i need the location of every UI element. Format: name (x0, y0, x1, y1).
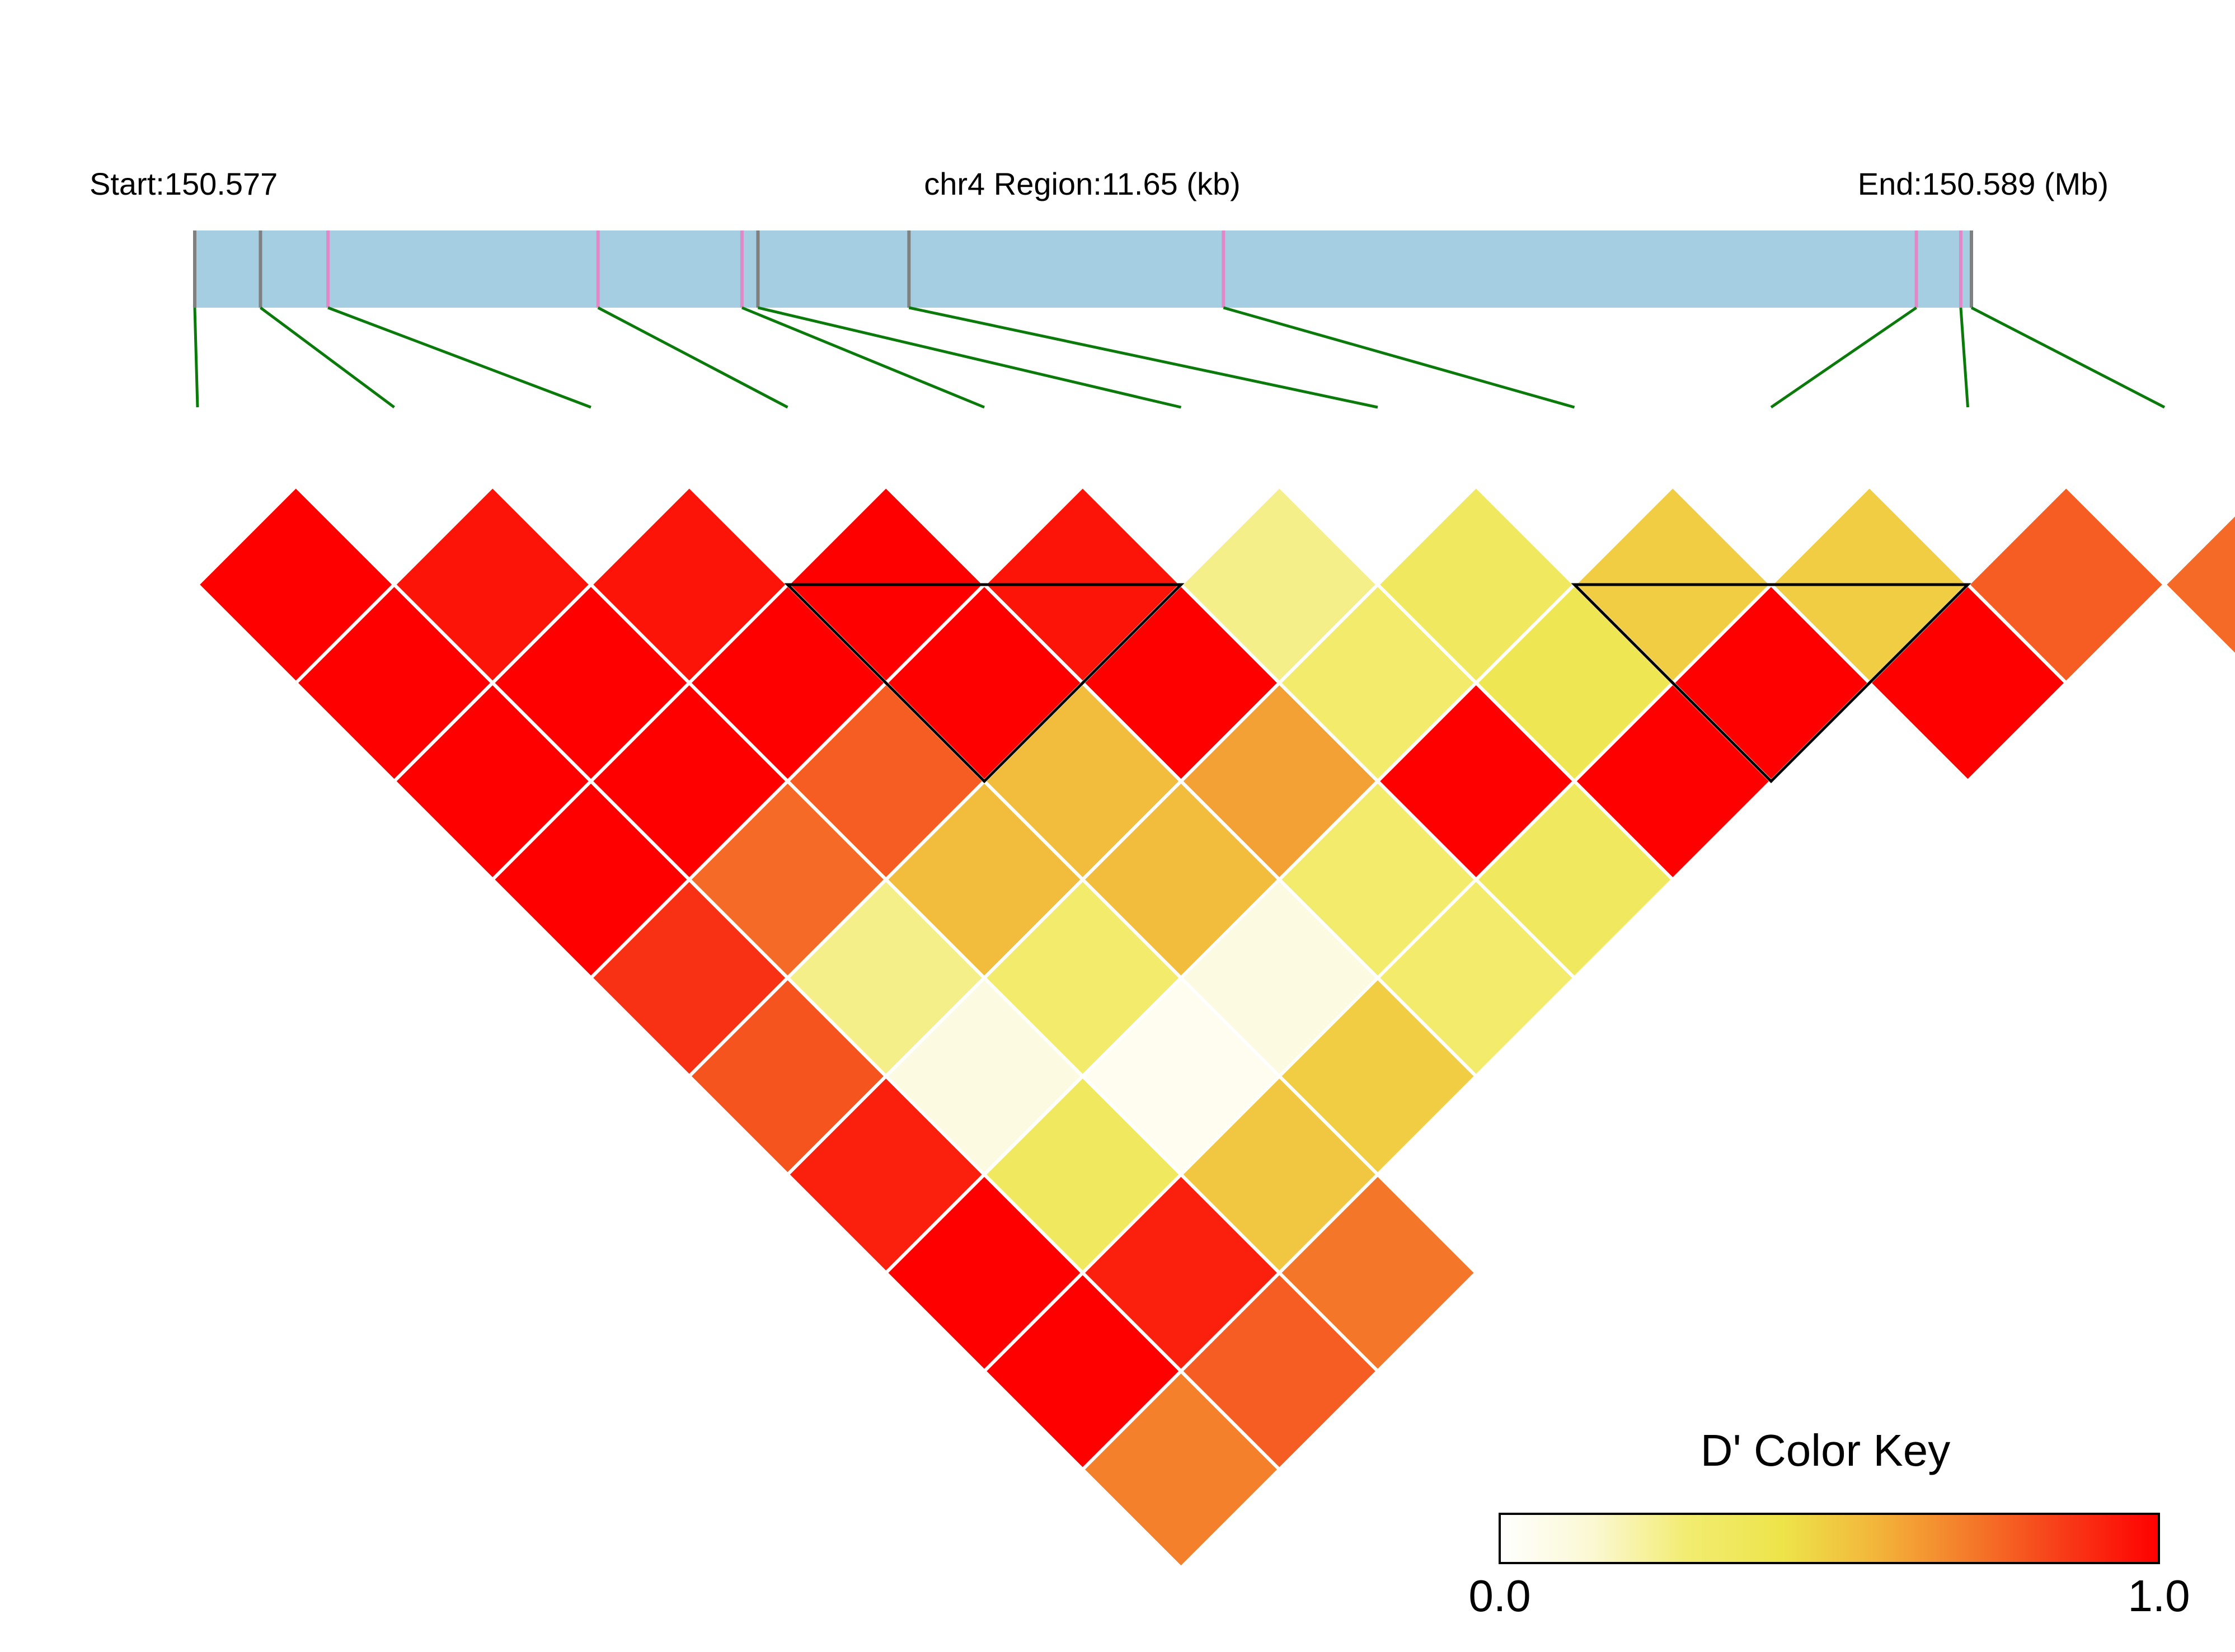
snp-connector (1970, 306, 2166, 409)
snp-connector (259, 306, 395, 409)
region-start-label: Start:150.577 (90, 166, 278, 201)
snp-connector (1959, 307, 1969, 408)
color-key-min-label: 0.0 (1468, 1571, 1530, 1621)
ld-block-outlines (784, 583, 1971, 784)
snp-connector (757, 306, 1182, 409)
color-key-max-label: 1.0 (2128, 1571, 2190, 1621)
snp-connector (597, 306, 788, 409)
ld-block-outline (1571, 583, 1971, 784)
color-key-bar (1499, 1513, 2160, 1564)
genomic-region-band (195, 230, 1971, 308)
color-key-title: D' Color Key (1701, 1425, 1951, 1475)
region-size-label: chr4 Region:11.65 (kb) (924, 166, 1241, 201)
ld-block-outline (784, 583, 1185, 784)
ld-cell (1080, 1368, 1282, 1570)
snp-connector (741, 306, 985, 409)
snp-connector-lines (193, 306, 2166, 409)
snp-connector (908, 306, 1378, 409)
snp-connector (1223, 306, 1575, 409)
snp-position-ticks (193, 230, 1973, 308)
ld-cell (2162, 511, 2235, 658)
region-end-label: End:150.589 (Mb) (1858, 166, 2109, 201)
snp-connector (1770, 306, 1917, 409)
snp-connector (193, 307, 199, 408)
snp-connector (327, 306, 591, 409)
ld-cells (195, 484, 2235, 1570)
